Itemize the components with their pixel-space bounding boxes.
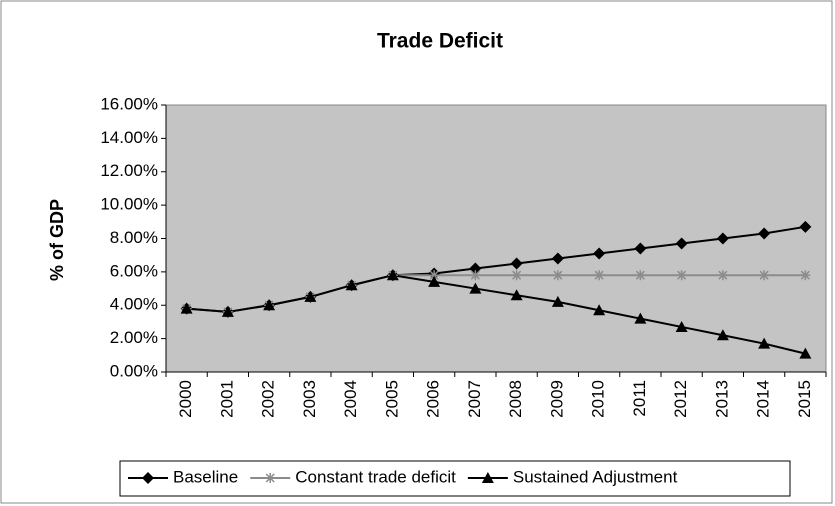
data-point [510,289,523,301]
data-point [800,270,811,281]
x-tick-label: 2014 [754,380,773,418]
data-point [634,312,647,324]
x-tick-label: 2007 [465,380,484,418]
x-tick-label: 2010 [589,380,608,418]
data-point [221,305,234,317]
y-tick-label: 12.00% [100,161,158,180]
data-point [675,237,688,250]
y-tick-label: 10.00% [100,195,158,214]
data-point [551,295,564,307]
data-point [799,220,812,233]
data-point [263,299,276,311]
data-point [634,242,647,255]
legend-box [119,460,791,497]
legend-marker [142,472,154,484]
data-point [675,320,688,332]
x-tick-label: 2004 [341,380,360,418]
legend-label: Baseline [173,467,238,486]
data-point [429,270,440,281]
x-tick-label: 2012 [671,380,690,418]
data-point [758,227,771,240]
data-point [428,275,441,287]
data-point [717,270,728,281]
legend-label: Sustained Adjustment [513,467,678,486]
x-tick-label: 2002 [259,380,278,418]
legend-marker [265,473,276,483]
series-line [186,274,806,355]
y-tick-label: 0.00% [110,361,158,380]
y-tick-label: 16.00% [100,94,158,113]
data-point [180,302,193,314]
x-tick-label: 2003 [300,380,319,418]
data-point [304,290,317,302]
x-tick-label: 2005 [382,380,401,418]
y-axis-title: % of GDP [47,199,67,281]
data-point [593,247,606,260]
data-point [758,337,771,349]
data-point [552,270,563,281]
chart-title: Trade Deficit [377,30,503,53]
x-tick-label: 2000 [176,380,195,418]
y-tick-label: 8.00% [110,228,158,247]
data-point [676,270,687,281]
x-tick-label: 2006 [424,380,443,418]
y-tick-label: 2.00% [110,328,158,347]
legend-label: Constant trade deficit [295,467,456,486]
data-point [470,270,481,281]
data-point [635,270,646,281]
y-tick-label: 6.00% [110,261,158,280]
data-point [716,232,729,245]
data-point [594,270,605,281]
data-point [469,282,482,294]
x-tick-label: 2009 [547,380,566,418]
y-tick-label: 14.00% [100,128,158,147]
x-tick-label: 2013 [712,380,731,418]
x-tick-label: 2001 [217,380,236,418]
x-tick-label: 2011 [630,380,649,417]
data-point [799,347,812,359]
data-point [386,269,399,281]
x-tick-label: 2015 [795,380,814,418]
data-point [759,270,770,281]
data-point [511,270,522,281]
legend-marker [481,472,494,483]
data-point [551,252,564,265]
y-tick-label: 4.00% [110,295,158,314]
data-point [345,279,358,291]
data-point [716,329,729,341]
data-point [510,257,523,270]
data-point [593,304,606,316]
x-tick-label: 2008 [506,380,525,418]
